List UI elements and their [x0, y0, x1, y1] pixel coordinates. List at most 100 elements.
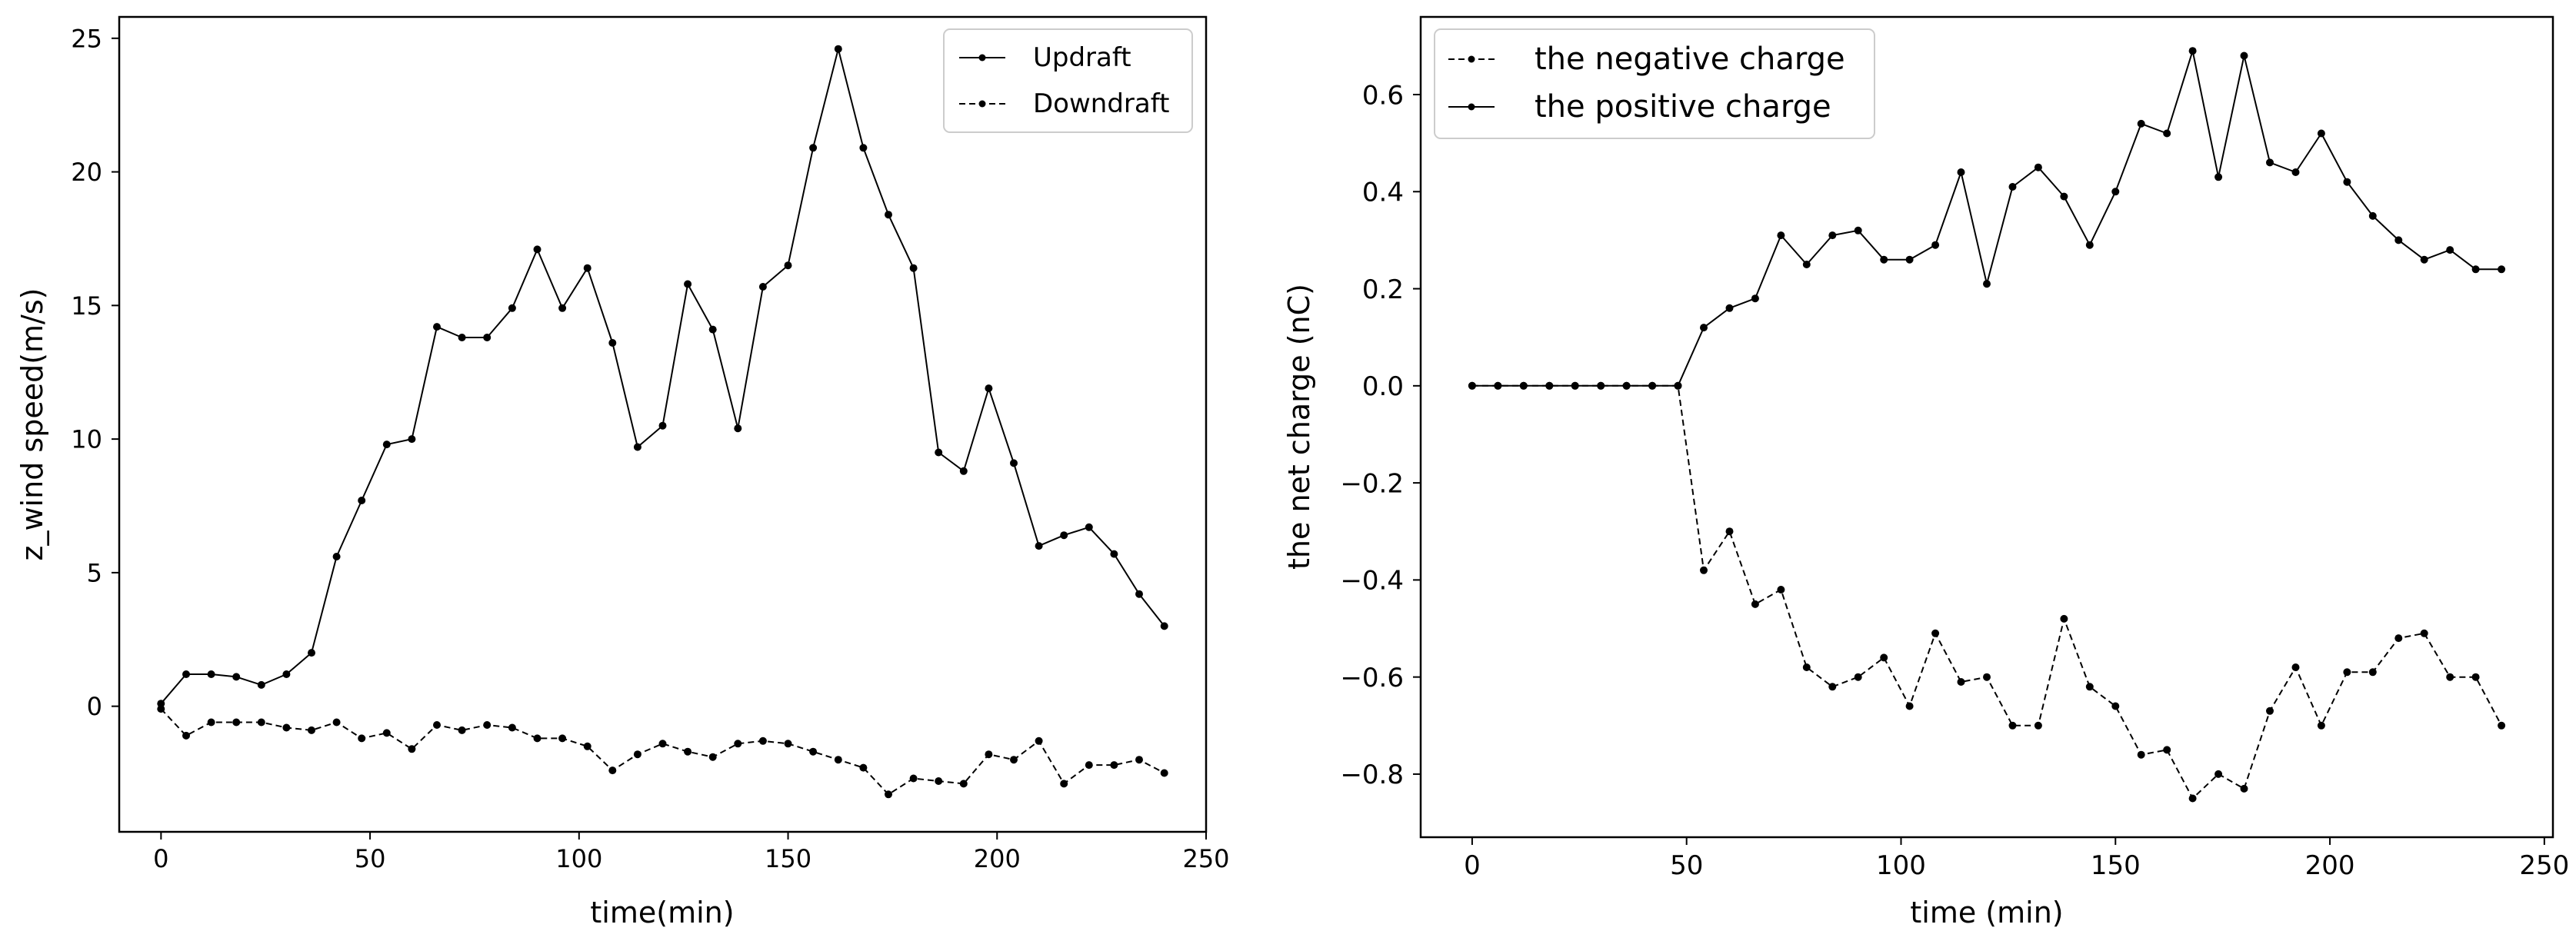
data-point-the-positive-charge: [1905, 255, 1914, 264]
data-point-the-positive-charge: [1519, 381, 1528, 390]
data-point-updraft: [859, 144, 868, 152]
data-point-downdraft: [1035, 737, 1043, 745]
left-y-axis-ticks: 0 5 10 15 20 25: [71, 24, 119, 721]
y-tick-label: 10: [71, 425, 102, 454]
right-legend-negative-label: the negative charge: [1535, 42, 1845, 77]
left-x-axis-ticks: 0 50 100 150 200 250: [153, 832, 1230, 873]
right-legend-negative-marker: [1468, 55, 1475, 63]
data-point-updraft: [734, 424, 742, 433]
data-point-the-negative-charge: [2368, 668, 2377, 677]
data-point-the-negative-charge: [2471, 673, 2480, 681]
series-line-updraft: [160, 48, 1165, 704]
data-point-updraft: [358, 497, 366, 504]
y-tick-label: 0: [87, 692, 102, 721]
data-point-updraft: [232, 673, 241, 681]
data-point-downdraft: [708, 753, 717, 761]
data-point-the-positive-charge: [2163, 129, 2171, 138]
data-point-the-positive-charge: [1494, 381, 1502, 390]
data-point-downdraft: [985, 750, 993, 759]
data-point-the-positive-charge: [1931, 241, 1940, 249]
y-tick-label: −0.2: [1340, 468, 1404, 499]
left-series-group: [157, 45, 1168, 799]
data-point-downdraft: [332, 718, 341, 727]
data-point-updraft: [959, 467, 968, 475]
data-point-the-negative-charge: [1751, 600, 1759, 608]
data-point-updraft: [182, 670, 190, 678]
data-point-the-positive-charge: [2266, 158, 2274, 167]
data-point-downdraft: [885, 790, 892, 799]
right-legend-box: [1434, 28, 1875, 139]
left-legend-downdraft-label: Downdraft: [1033, 88, 1169, 119]
data-point-the-negative-charge: [2343, 668, 2351, 677]
series-line-the-negative-charge: [1471, 384, 2502, 800]
data-point-the-negative-charge: [2008, 721, 2017, 730]
x-tick-label: 250: [1182, 844, 1229, 873]
data-point-the-positive-charge: [1880, 255, 1888, 264]
data-point-downdraft: [1135, 756, 1143, 764]
data-point-downdraft: [533, 734, 542, 743]
data-point-downdraft: [1085, 761, 1093, 770]
data-point-the-negative-charge: [2498, 721, 2506, 730]
data-point-the-negative-charge: [2163, 746, 2171, 754]
data-point-the-positive-charge: [2368, 211, 2377, 220]
data-point-the-positive-charge: [2034, 163, 2042, 171]
right-legend: the negative charge the positive charge: [1434, 28, 1875, 139]
data-point-downdraft: [1110, 761, 1118, 770]
data-point-the-negative-charge: [1957, 678, 1965, 686]
y-tick-label: 0.6: [1362, 80, 1404, 111]
data-point-downdraft: [408, 745, 416, 753]
data-point-the-negative-charge: [2291, 663, 2300, 671]
data-point-downdraft: [182, 731, 190, 740]
right-legend-positive-label: the positive charge: [1535, 89, 1831, 125]
data-point-updraft: [809, 144, 818, 152]
data-point-downdraft: [458, 726, 466, 734]
data-point-downdraft: [483, 721, 492, 729]
data-point-the-positive-charge: [2291, 168, 2300, 176]
y-tick-label: 25: [71, 24, 102, 53]
data-point-the-negative-charge: [1802, 663, 1811, 671]
data-point-the-negative-charge: [1777, 586, 1785, 594]
x-tick-label: 0: [153, 844, 168, 873]
y-tick-label: 0.2: [1362, 274, 1404, 305]
y-tick-label: 20: [71, 158, 102, 187]
data-point-updraft: [558, 304, 567, 312]
data-point-updraft: [708, 325, 717, 334]
left-legend-downdraft-marker: [978, 100, 986, 108]
left-legend: Updraft Downdraft: [943, 28, 1193, 133]
data-point-updraft: [935, 448, 943, 457]
right-legend-positive-marker: [1468, 103, 1475, 111]
data-point-updraft: [207, 670, 215, 678]
data-point-downdraft: [157, 705, 165, 713]
y-tick-label: 15: [71, 291, 102, 321]
x-tick-label: 0: [1464, 850, 1481, 881]
data-point-the-positive-charge: [2394, 236, 2403, 244]
data-point-updraft: [408, 435, 416, 444]
x-tick-label: 150: [765, 844, 811, 873]
data-point-updraft: [1035, 542, 1043, 550]
data-point-updraft: [885, 211, 892, 219]
data-point-the-positive-charge: [1777, 231, 1785, 240]
data-point-the-positive-charge: [2240, 52, 2248, 60]
right-chart: −0.8 −0.6 −0.4 −0.2 0.0 0.2 0.4 0.6 0 50 100 150 20…: [1282, 15, 2569, 929]
data-point-downdraft: [1010, 756, 1018, 764]
data-point-downdraft: [433, 721, 441, 729]
data-point-updraft: [533, 245, 542, 254]
data-point-the-positive-charge: [2420, 255, 2428, 264]
data-point-updraft: [1010, 459, 1018, 467]
y-tick-label: −0.6: [1340, 663, 1404, 693]
data-point-the-negative-charge: [1983, 673, 1991, 681]
data-point-downdraft: [959, 780, 968, 788]
data-point-updraft: [633, 443, 642, 451]
data-point-the-positive-charge: [1854, 226, 1862, 234]
x-tick-label: 150: [2091, 850, 2141, 881]
data-point-updraft: [308, 649, 315, 657]
right-plot-frame: [1419, 15, 2554, 839]
right-x-axis-label: time (min): [1910, 896, 2063, 929]
data-point-downdraft: [859, 763, 868, 772]
data-point-the-positive-charge: [2111, 188, 2120, 196]
data-point-the-positive-charge: [1828, 231, 1837, 240]
data-point-the-positive-charge: [1545, 381, 1554, 390]
data-point-the-negative-charge: [2060, 614, 2068, 623]
data-point-updraft: [433, 323, 441, 331]
